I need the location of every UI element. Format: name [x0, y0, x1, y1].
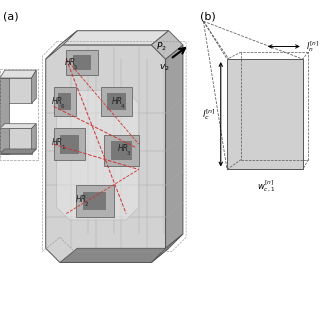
- Text: HR: HR: [118, 144, 129, 154]
- Text: 2: 2: [84, 202, 88, 207]
- Polygon shape: [0, 78, 32, 103]
- Text: $l_n^{[n]}$: $l_n^{[n]}$: [306, 39, 319, 54]
- Polygon shape: [0, 124, 36, 128]
- Polygon shape: [46, 45, 165, 262]
- Text: (b): (b): [200, 12, 216, 22]
- Polygon shape: [151, 234, 183, 262]
- Polygon shape: [101, 87, 132, 116]
- Polygon shape: [32, 124, 36, 154]
- Polygon shape: [73, 55, 92, 70]
- Polygon shape: [66, 50, 98, 75]
- Polygon shape: [0, 149, 36, 154]
- Text: HR: HR: [52, 138, 63, 147]
- Text: $w_{c,1}^{[n]}$: $w_{c,1}^{[n]}$: [257, 179, 276, 194]
- Text: HR: HR: [65, 58, 76, 67]
- Polygon shape: [46, 31, 77, 59]
- Polygon shape: [60, 135, 79, 154]
- Text: 4: 4: [121, 104, 124, 109]
- Polygon shape: [111, 141, 132, 160]
- Text: 3: 3: [127, 151, 131, 156]
- Polygon shape: [60, 31, 169, 45]
- Text: HR: HR: [112, 97, 123, 106]
- Text: 5: 5: [74, 65, 77, 70]
- Polygon shape: [60, 248, 169, 262]
- Polygon shape: [104, 135, 139, 166]
- Text: HR: HR: [52, 97, 63, 106]
- Polygon shape: [165, 45, 183, 248]
- Polygon shape: [0, 128, 32, 154]
- Text: 1: 1: [61, 145, 64, 150]
- Polygon shape: [76, 185, 114, 217]
- Text: $l_c^{[n]}$: $l_c^{[n]}$: [202, 107, 216, 122]
- Polygon shape: [32, 70, 36, 103]
- Polygon shape: [107, 93, 126, 110]
- Polygon shape: [54, 87, 76, 116]
- Polygon shape: [58, 93, 71, 110]
- Text: HR: HR: [76, 195, 87, 204]
- Polygon shape: [57, 91, 139, 220]
- Polygon shape: [54, 128, 85, 160]
- Polygon shape: [227, 59, 303, 170]
- Text: (a): (a): [3, 12, 19, 22]
- Polygon shape: [151, 31, 183, 59]
- Text: $v_2$: $v_2$: [159, 62, 170, 73]
- Polygon shape: [0, 70, 36, 78]
- Text: 6: 6: [61, 104, 64, 109]
- Polygon shape: [0, 78, 10, 154]
- Polygon shape: [83, 192, 106, 211]
- Text: $P_2$: $P_2$: [156, 40, 167, 53]
